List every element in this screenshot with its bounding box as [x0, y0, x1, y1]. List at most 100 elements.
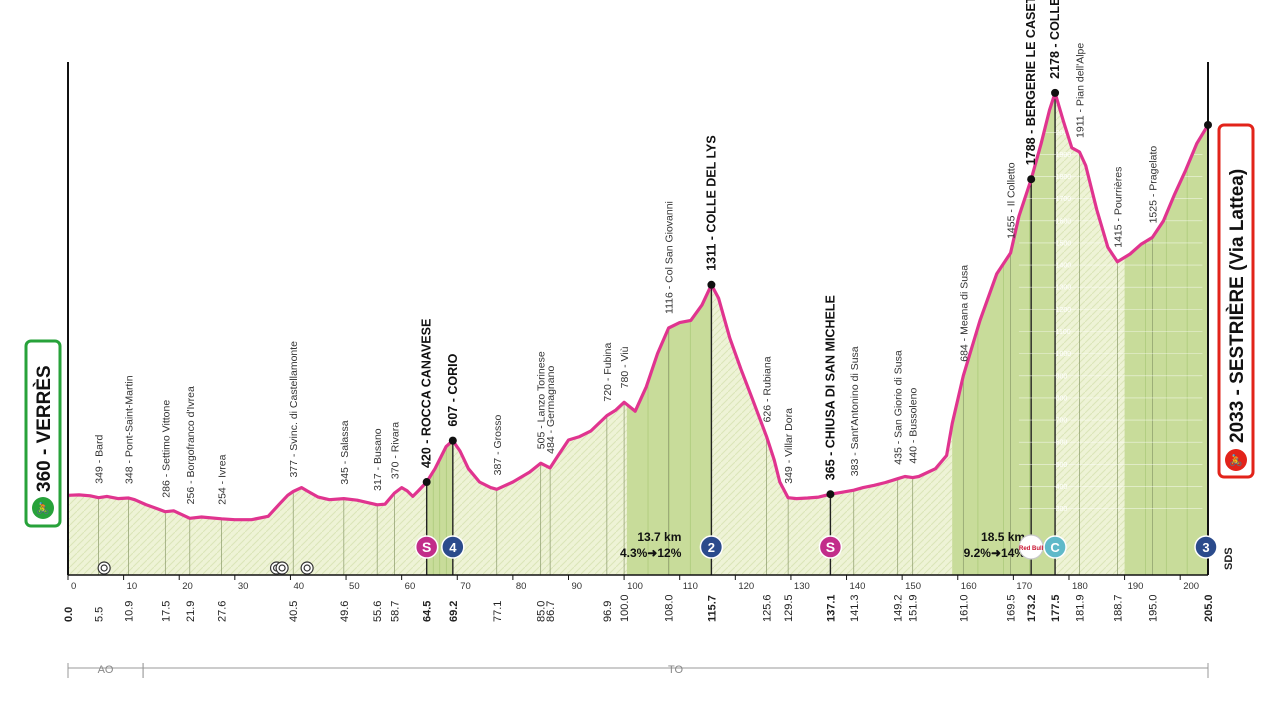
tunnel-icon	[97, 561, 111, 575]
km-label: 108.0	[664, 594, 676, 622]
cyclist-glyph: 🚴	[1229, 454, 1243, 467]
x-tick-label: 200	[1183, 581, 1199, 592]
waypoint-label: 377 - Svinc. di Castellamonte	[288, 341, 300, 478]
waypoint-label: 383 - Sant'Antonino di Susa	[849, 346, 861, 476]
waypoint-label: 387 - Grosso	[492, 414, 504, 475]
elevation-tick-label: 1300	[1056, 285, 1072, 292]
waypoint-label: 1311 - COLLE DEL LYS	[704, 135, 718, 270]
elevation-tick-label: 1900	[1056, 152, 1072, 159]
km-label: 169.5	[1006, 594, 1018, 622]
climb-fills	[426, 92, 1208, 576]
elevation-tick-label: 900	[1056, 373, 1068, 380]
waypoint-label: 1415 - Pourrières	[1112, 167, 1124, 248]
waypoint-lines	[98, 92, 1153, 575]
km-label: 55.6	[372, 601, 384, 622]
tunnel-icon-inner	[278, 564, 286, 572]
x-tick-label: 70	[460, 581, 471, 592]
sprint-badge	[818, 535, 843, 559]
x-axis: 0 10 20 30 40 50 60 70 80 90 100 110 120 130 140 150 160…	[67, 62, 1209, 592]
summit-dot	[1051, 88, 1060, 97]
kom-category: 4	[449, 540, 457, 555]
waypoint-label: 1116 - Col San Giovanni	[664, 201, 676, 314]
climb-gradient: 9.2%➜14%	[964, 546, 1026, 560]
waypoint-label: 349 - Bard	[94, 435, 106, 484]
tunnel-icon-inner	[100, 564, 108, 572]
start-label: 360 - VERRÈS	[33, 365, 55, 492]
cyclist-icon	[32, 497, 54, 519]
km-label: 85.0	[536, 601, 548, 622]
waypoint-label: 440 - Bussoleno	[908, 388, 920, 464]
x-tick-label: 10	[127, 581, 138, 592]
x-tick-label: 30	[238, 581, 249, 592]
province-band: AO TO	[67, 663, 1209, 678]
tunnel-icon-inner	[303, 564, 311, 572]
finish-pill	[1217, 123, 1255, 479]
summit-markers	[422, 88, 1212, 499]
bonus-label: Red Bull	[1019, 546, 1044, 552]
waypoint-label: 286 - Settimo Vittone	[160, 400, 172, 498]
km-label: 100.0	[619, 594, 631, 622]
elevation-tick-label: 1700	[1056, 196, 1072, 203]
x-tick-label: 160	[961, 581, 977, 592]
km-label: 137.1	[825, 594, 837, 622]
summit-dot	[1027, 175, 1036, 184]
km-label: 64.5	[422, 601, 434, 622]
x-tick-label: 80	[516, 581, 527, 592]
sprint-symbol: S	[422, 539, 431, 555]
km-label: 49.6	[339, 601, 351, 622]
km-label: 177.5	[1050, 594, 1062, 622]
x-tick-label: 150	[905, 581, 921, 592]
waypoint-label: 626 - Rubiana	[761, 356, 773, 422]
summit-dot	[826, 490, 835, 499]
waypoint-label: 1788 - BERGERIE LE CASETTE	[1024, 0, 1038, 165]
elevation-tick-label: 1800	[1056, 174, 1072, 181]
waypoint-label: 349 - Villar Dora	[783, 408, 795, 484]
km-label: 69.2	[448, 601, 460, 622]
elevation-tick-label: 300	[1056, 506, 1068, 513]
waypoint-label: 317 - Busano	[372, 428, 384, 491]
x-tick-label: 40	[293, 581, 304, 592]
waypoint-label: 254 - Ivrea	[216, 454, 228, 504]
province-label: TO	[668, 664, 684, 676]
province-label: AO	[98, 664, 114, 676]
km-label: 10.9	[124, 601, 136, 622]
kom-category: 2	[708, 540, 715, 555]
x-tick-label: 170	[1016, 581, 1032, 592]
x-tick-label: 130	[794, 581, 810, 592]
km-label: 58.7	[389, 601, 401, 622]
climb-length: 13.7 km	[637, 530, 681, 544]
km-label: 115.7	[706, 595, 718, 622]
waypoint-label: 435 - San Giorio di Susa	[893, 350, 905, 465]
x-tick-label: 0	[71, 581, 76, 592]
km-label: 181.9	[1075, 594, 1087, 622]
km-label: 125.6	[761, 594, 773, 622]
km-label: 141.3	[849, 594, 861, 622]
kom-badge	[1043, 535, 1067, 559]
km-label: 17.5	[160, 601, 172, 622]
brand-logo: SDS	[1223, 547, 1235, 570]
km-label: 40.5	[288, 601, 300, 622]
km-label: 205.0	[1203, 594, 1215, 622]
km-label: 195.0	[1147, 594, 1159, 622]
x-tick-label: 100	[627, 581, 643, 592]
kom-category: C	[1050, 540, 1060, 555]
elevation-tick-label: 800	[1056, 395, 1068, 402]
elevation-tick-label: 700	[1056, 418, 1068, 425]
elevation-tick-label: 500	[1056, 462, 1068, 469]
waypoint-label: 1911 - Pian dell'Alpe	[1075, 43, 1087, 138]
km-label: 149.2	[893, 594, 905, 622]
km-label: 27.6	[216, 601, 228, 622]
elevation-tick-label: 1400	[1056, 263, 1072, 270]
waypoint-label: 1525 - Pragelato	[1147, 146, 1159, 224]
finish-label: 2033 - SESTRIÈRE (Via Lattea)	[1226, 169, 1248, 443]
x-tick-label: 140	[850, 581, 866, 592]
summit-dot	[422, 478, 431, 487]
waypoint-label: 345 - Salassa	[339, 420, 351, 484]
elevation-scale: 300 400 500 600 700 800 900 1000 1100 1200 1300 140…	[1018, 130, 1203, 513]
x-tick-label: 120	[738, 581, 754, 592]
sprint-symbol: S	[826, 539, 835, 555]
waypoint-label: 420 - ROCCA CANAVESE	[420, 319, 434, 468]
waypoint-label: 256 - Borgofranco d'Ivrea	[185, 386, 197, 504]
km-label: 188.7	[1112, 594, 1124, 622]
